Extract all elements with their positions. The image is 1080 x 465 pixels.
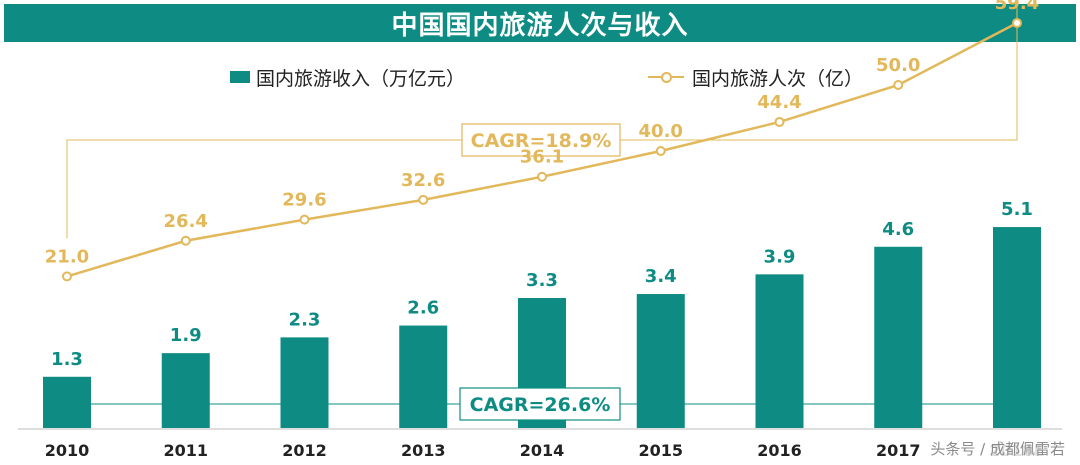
bar-value-label: 5.1: [1001, 199, 1033, 220]
x-tick-label: 2010: [45, 441, 90, 460]
bar-value-label: 3.9: [764, 246, 796, 267]
legend-item-revenue: 国内旅游收入（万亿元）: [230, 62, 465, 92]
visits-point: [774, 116, 785, 127]
bar: [636, 294, 685, 428]
visits-point: [180, 235, 191, 246]
visits-cagr-bracket: [66, 0, 1018, 239]
visits-point: [537, 171, 547, 182]
legend-bar-swatch: [230, 71, 250, 83]
visits-value-label: 40.0: [639, 121, 683, 142]
chart-title: 中国国内旅游人次与收入: [4, 4, 1076, 42]
x-tick-label: 2015: [638, 441, 683, 460]
visits-point: [62, 271, 72, 282]
visits-point: [655, 146, 666, 156]
legend: 国内旅游收入（万亿元） 国内旅游人次（亿）: [0, 62, 1080, 92]
bar-value-label: 1.9: [170, 325, 202, 346]
bar: [161, 353, 210, 428]
x-tick-label: 2017: [876, 441, 921, 460]
x-tick-label: 2013: [401, 441, 446, 460]
bar-value-label: 4.6: [882, 219, 914, 240]
visits-value-label: 29.6: [282, 190, 326, 211]
visits-point: [893, 80, 904, 90]
bar: [43, 376, 91, 428]
bar: [874, 246, 923, 428]
legend-label-visits: 国内旅游人次（亿）: [692, 67, 864, 90]
revenue-cagr-label: CAGR=26.6%: [470, 394, 611, 416]
watermark: 头条号 / 成都佩雷若: [927, 438, 1068, 459]
bar: [280, 337, 329, 428]
visits-point: [1012, 17, 1022, 28]
x-tick-label: 2011: [163, 441, 208, 460]
x-tick-label: 2012: [282, 441, 327, 460]
visits-cagr-label: CAGR=18.9%: [471, 130, 612, 152]
visits-point: [418, 194, 429, 205]
visits-value-label: 59.4: [995, 0, 1039, 14]
visits-value-label: 44.4: [757, 92, 801, 113]
visits-value-label: 21.0: [45, 246, 89, 267]
x-tick-label: 2014: [520, 441, 565, 460]
legend-item-visits: 国内旅游人次（亿）: [648, 62, 863, 92]
bar: [755, 274, 804, 428]
bar: [993, 227, 1041, 428]
bar-value-label: 2.6: [407, 298, 439, 319]
visits-value-label: 50.0: [876, 55, 920, 76]
x-tick-label: 2016: [757, 441, 802, 460]
bar-value-label: 3.3: [526, 270, 558, 291]
visits-value-label: 32.6: [401, 170, 445, 191]
visits-value-label: 26.4: [164, 211, 208, 232]
bar-value-label: 3.4: [645, 266, 677, 287]
legend-line-swatch: [648, 71, 684, 83]
visits-point: [299, 214, 310, 225]
bar: [399, 325, 448, 428]
legend-label-revenue: 国内旅游收入（万亿元）: [256, 67, 466, 90]
revenue-cagr-box: [459, 387, 621, 421]
visits-value-label: 36.1: [520, 147, 564, 168]
bar-value-label: 2.3: [289, 309, 321, 330]
bar-value-label: 1.3: [51, 349, 83, 370]
visits-cagr-box: [461, 123, 621, 157]
